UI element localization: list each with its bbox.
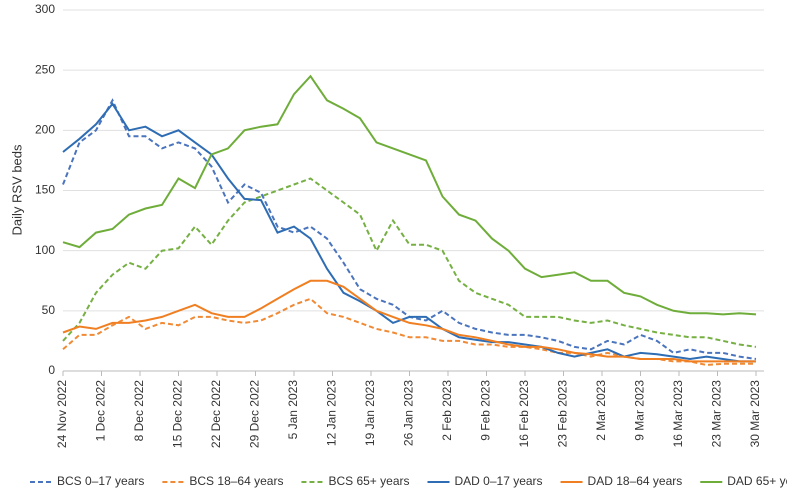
x-tick-label: 30 Mar 2023	[748, 380, 762, 448]
x-tick-label: 12 Jan 2023	[325, 380, 339, 446]
x-tick-label: 1 Dec 2022	[94, 380, 108, 442]
legend-label: BCS 65+ years	[328, 474, 409, 488]
x-tick-label: 29 Dec 2022	[248, 380, 262, 448]
series-line	[62, 177, 757, 348]
x-tick-label: 24 Nov 2022	[55, 380, 69, 448]
series-line	[62, 279, 756, 363]
x-tick-label: 9 Mar 2023	[633, 380, 647, 441]
x-tick-label: 16 Mar 2023	[671, 380, 685, 448]
x-tick-label: 16 Feb 2023	[517, 380, 531, 448]
legend-label: BCS 18–64 years	[189, 474, 283, 488]
legend-label: DAD 18–64 years	[588, 474, 683, 488]
series-line	[62, 74, 757, 316]
y-tick-label: 250	[35, 62, 55, 76]
x-tick-label: 5 Jan 2023	[286, 380, 300, 440]
y-tick-label: 0	[48, 363, 55, 377]
x-tick-label: 8 Dec 2022	[132, 380, 146, 442]
y-tick-label: 50	[42, 303, 56, 317]
legend-label: BCS 0–17 years	[57, 474, 144, 488]
legend-label: DAD 65+ years	[727, 474, 787, 488]
y-tick-label: 300	[35, 2, 55, 16]
x-tick-label: 23 Mar 2023	[710, 380, 724, 448]
x-tick-label: 22 Dec 2022	[209, 380, 223, 448]
legend-label: DAD 0–17 years	[455, 474, 543, 488]
y-tick-label: 200	[35, 123, 55, 137]
y-tick-label: 100	[35, 243, 55, 257]
x-tick-label: 2 Mar 2023	[594, 380, 608, 441]
x-tick-label: 26 Jan 2023	[402, 380, 416, 446]
y-axis-label: Daily RSV beds	[9, 144, 24, 236]
x-tick-label: 19 Jan 2023	[363, 380, 377, 446]
series-line	[62, 98, 757, 360]
x-tick-label: 15 Dec 2022	[171, 380, 185, 448]
series-line	[62, 102, 756, 363]
x-tick-label: 23 Feb 2023	[556, 380, 570, 448]
y-tick-label: 150	[35, 183, 55, 197]
x-tick-label: 9 Feb 2023	[479, 380, 493, 441]
x-tick-label: 2 Feb 2023	[440, 380, 454, 441]
